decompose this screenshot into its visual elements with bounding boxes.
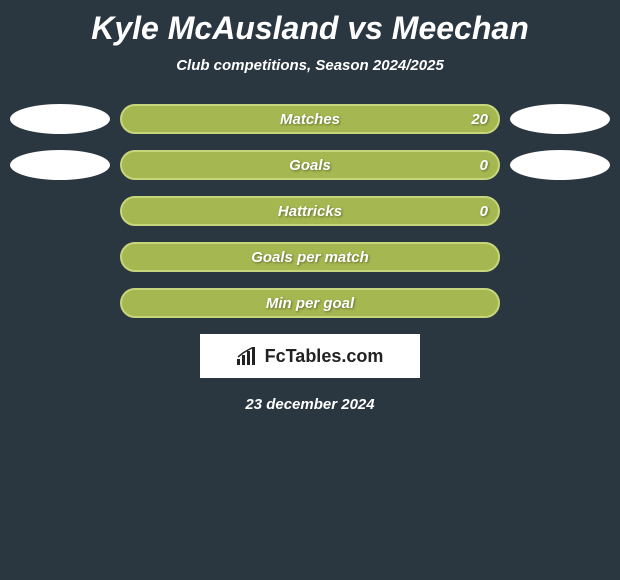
bar-label: Goals per match [251, 249, 369, 266]
left-oval [10, 150, 110, 180]
logo-box: FcTables.com [200, 334, 420, 378]
bar-label: Goals [289, 157, 331, 174]
bar-label: Matches [280, 111, 340, 128]
stat-row: Min per goal [10, 288, 610, 318]
stat-row: Goals per match [10, 242, 610, 272]
chart-icon [237, 347, 259, 365]
subtitle: Club competitions, Season 2024/2025 [0, 57, 620, 104]
stat-row: Matches 20 [10, 104, 610, 134]
stat-row: Hattricks 0 [10, 196, 610, 226]
date-text: 23 december 2024 [0, 396, 620, 413]
stat-row: Goals 0 [10, 150, 610, 180]
bar-container: Hattricks 0 [120, 196, 500, 226]
right-oval [510, 150, 610, 180]
bar-container: Goals per match [120, 242, 500, 272]
page-title: Kyle McAusland vs Meechan [0, 0, 620, 57]
right-oval [510, 104, 610, 134]
left-oval [10, 104, 110, 134]
bar-value: 20 [471, 111, 488, 128]
bar-container: Min per goal [120, 288, 500, 318]
chart-area: Matches 20 Goals 0 Hattricks 0 Goals per match… [0, 104, 620, 318]
bar-value: 0 [480, 203, 488, 220]
bar-container: Matches 20 [120, 104, 500, 134]
bar-value: 0 [480, 157, 488, 174]
bar-container: Goals 0 [120, 150, 500, 180]
bar-label: Hattricks [278, 203, 342, 220]
logo-text: FcTables.com [265, 346, 384, 367]
bar-label: Min per goal [266, 295, 354, 312]
